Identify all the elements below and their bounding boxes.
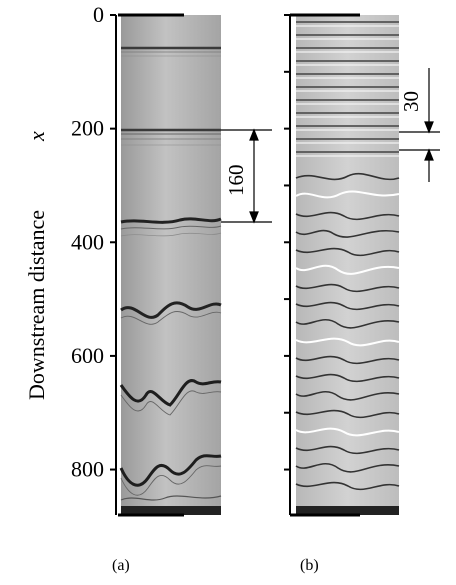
dimension-30	[399, 68, 440, 182]
tick-label: 400	[71, 229, 104, 254]
strip-a-bottom	[121, 506, 221, 515]
image-strip-b	[296, 15, 399, 515]
axis-symbol: x	[24, 131, 49, 142]
panel-label-b: (b)	[300, 557, 319, 574]
panel-label-a: (a)	[112, 557, 130, 574]
axis-x: 0 200 400 600 800 Downstream distance x	[24, 2, 117, 515]
panel-b: 30 (b)	[284, 13, 440, 574]
strip-b-bottom	[296, 506, 399, 515]
tick-label: 800	[71, 457, 104, 482]
panel-a: 160 (a)	[112, 13, 272, 574]
dimension-label-b: 30	[399, 91, 423, 112]
dimension-label-a: 160	[224, 165, 248, 197]
tick-group-b	[284, 14, 290, 471]
dimension-160	[221, 128, 272, 224]
tick-label: 200	[71, 116, 104, 141]
tick-label: 600	[71, 343, 104, 368]
image-strip-a	[121, 15, 221, 515]
tick-group: 0 200 400 600 800	[71, 2, 116, 482]
strip-b-wavy	[295, 172, 400, 491]
tick-label: 0	[93, 2, 104, 27]
axis-title: Downstream distance	[24, 210, 49, 400]
strip-a-bands	[119, 46, 222, 501]
strip-b-stripes	[296, 21, 399, 157]
